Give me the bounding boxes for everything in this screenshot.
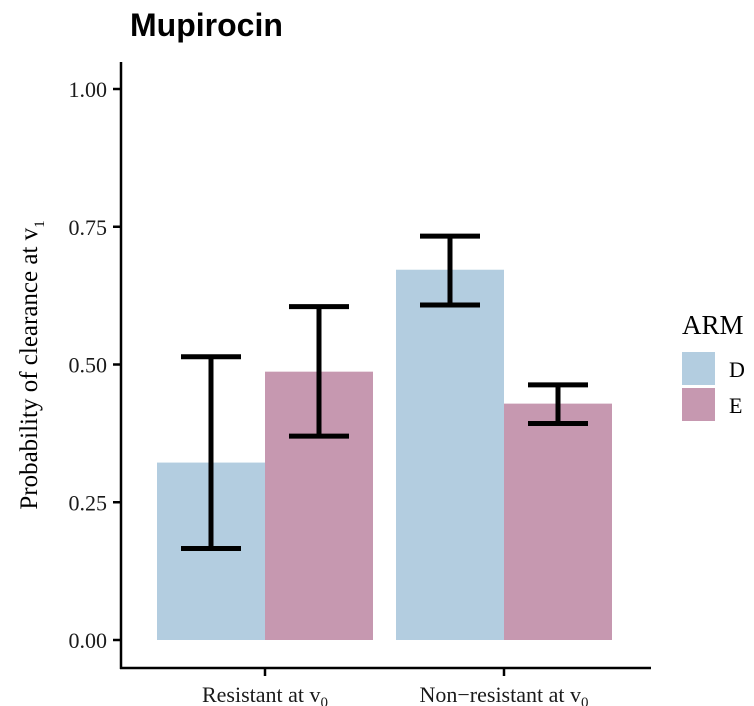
legend: DE (682, 352, 745, 421)
x-ticks: Resistant at v0 Non−resistant at v0 (202, 668, 589, 706)
y-axis-title: Probability of clearance at v1 (16, 220, 48, 509)
legend-label-e: E (729, 393, 742, 418)
y-tick-label: 1.00 (69, 77, 108, 102)
bars-layer (157, 269, 612, 640)
legend-swatch-d (682, 352, 715, 385)
y-tick-label: 0.50 (69, 353, 108, 378)
bar-e (504, 403, 612, 640)
y-tick-label: 0.00 (69, 628, 108, 653)
y-tick-label: 0.25 (69, 490, 108, 515)
legend-swatch-e (682, 388, 715, 421)
bar-d (396, 269, 504, 640)
y-ticks: 0.00 0.25 0.50 0.75 1.00 (69, 77, 121, 653)
x-tick-label: Resistant at v0 (202, 682, 328, 706)
chart-title: Mupirocin (130, 7, 283, 43)
legend-label-d: D (729, 357, 745, 382)
x-tick-label: Non−resistant at v0 (420, 682, 589, 706)
y-tick-label: 0.75 (69, 215, 108, 240)
legend-title: ARM (682, 310, 744, 340)
errorbars-layer (181, 233, 588, 552)
